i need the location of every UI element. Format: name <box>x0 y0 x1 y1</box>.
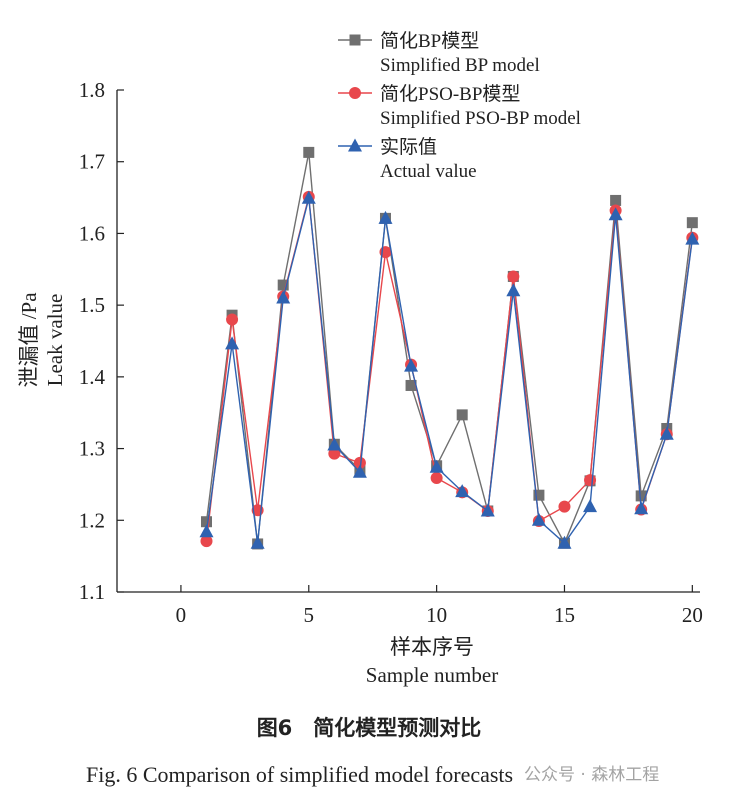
data-point-square <box>200 516 212 528</box>
y-tick-label: 1.6 <box>79 221 105 245</box>
y-tick-label: 1.7 <box>79 150 105 174</box>
x-axis-title-cn: 样本序号 <box>390 635 474 659</box>
data-point-triangle <box>225 336 240 350</box>
data-point-triangle <box>583 499 598 513</box>
data-point-triangle <box>250 535 265 549</box>
data-point-triangle <box>352 464 367 478</box>
y-axis-title-cn: 泄漏值 /Pa <box>17 292 41 388</box>
data-point-triangle <box>404 358 419 372</box>
data-point-triangle <box>276 290 291 304</box>
data-point-square <box>456 409 468 421</box>
data-point-triangle <box>429 459 444 473</box>
x-tick-label: 20 <box>682 603 703 627</box>
legend-marker-square <box>349 34 361 46</box>
figure-caption-cn: 图6 简化模型预测对比 <box>256 716 482 740</box>
data-point-circle <box>507 270 520 283</box>
legend: 简化BP模型 Simplified BP model 简化PSO-BP模型 Simpl… <box>338 30 581 182</box>
x-axis-title-en: Sample number <box>366 663 498 687</box>
data-point-triangle <box>506 283 521 297</box>
data-point-circle <box>430 471 443 484</box>
data-point-square <box>533 489 545 501</box>
legend-marker-circle <box>349 87 361 99</box>
data-point-triangle <box>685 231 700 245</box>
data-point-square <box>405 379 417 391</box>
series-line-circle <box>205 196 693 542</box>
data-point-circle <box>584 474 597 487</box>
legend-label-cn: 简化PSO-BP模型 <box>380 83 520 105</box>
data-point-triangle <box>327 437 342 451</box>
data-point-triangle <box>531 512 546 526</box>
y-tick-label: 1.3 <box>79 437 105 461</box>
y-tick-label: 1.2 <box>79 508 105 532</box>
data-point-triangle <box>659 426 674 440</box>
line-chart: 1.1 1.2 1.3 1.4 1.5 1.6 1.7 1.8 0 5 10 15 20 简化BP模型 S… <box>17 30 703 687</box>
data-point-square <box>635 490 647 502</box>
data-point-square <box>303 146 315 158</box>
data-point-triangle <box>301 190 316 204</box>
legend-label-cn: 实际值 <box>380 136 437 158</box>
series-line-triangle <box>205 198 693 545</box>
data-point-triangle <box>199 524 214 538</box>
data-point-circle <box>226 313 239 326</box>
data-point-square <box>610 194 622 206</box>
x-tick-label: 5 <box>304 603 315 627</box>
data-point-triangle <box>480 503 495 517</box>
legend-label-en: Actual value <box>380 161 477 182</box>
data-point-circle <box>200 535 213 548</box>
y-tick-label: 1.4 <box>79 365 106 389</box>
legend-label-cn: 简化BP模型 <box>380 30 479 52</box>
series-line-square <box>205 152 693 545</box>
legend-label-en: Simplified PSO-BP model <box>380 108 581 129</box>
legend-marker-triangle <box>348 138 362 152</box>
axes: 1.1 1.2 1.3 1.4 1.5 1.6 1.7 1.8 0 5 10 15 20 <box>79 78 703 627</box>
series-layer <box>199 146 700 550</box>
data-point-square <box>686 217 698 229</box>
legend-label-en: Simplified BP model <box>380 55 540 76</box>
y-tick-label: 1.5 <box>79 293 105 317</box>
data-point-triangle <box>455 484 470 498</box>
watermark: 公众号 · 森林工程 <box>524 765 660 785</box>
x-tick-label: 10 <box>426 603 447 627</box>
data-point-circle <box>353 456 366 469</box>
x-tick-label: 0 <box>176 603 187 627</box>
data-point-triangle <box>557 535 572 549</box>
data-point-triangle <box>634 501 649 515</box>
data-point-triangle <box>608 207 623 221</box>
data-point-triangle <box>378 210 393 224</box>
series-triangle <box>199 190 700 549</box>
y-tick-label: 1.8 <box>79 78 105 102</box>
y-tick-label: 1.1 <box>79 580 105 604</box>
series-square <box>200 146 698 550</box>
y-axis-title-en: Leak value <box>43 294 67 387</box>
data-point-circle <box>328 447 341 460</box>
figure-caption-en: Fig. 6 Comparison of simplified model fo… <box>86 762 514 787</box>
data-point-square <box>277 279 289 291</box>
x-tick-label: 15 <box>554 603 575 627</box>
data-point-circle <box>558 500 571 513</box>
